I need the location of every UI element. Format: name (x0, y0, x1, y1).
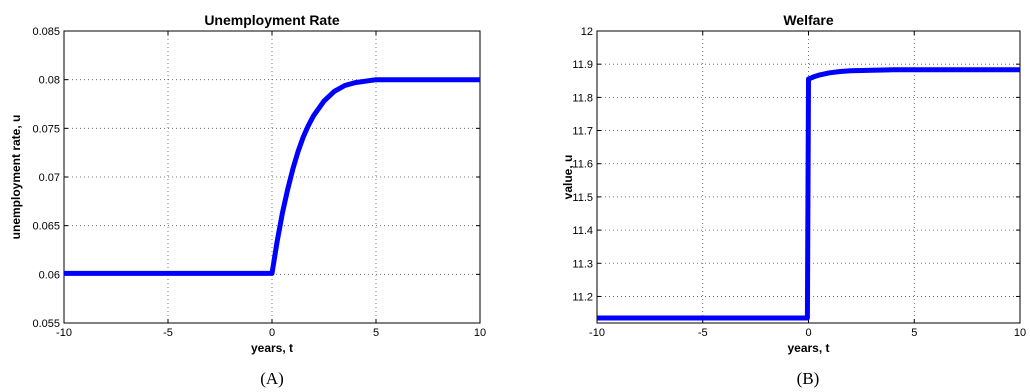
chart-title: Unemployment Rate (204, 12, 340, 28)
x-tick-label: 5 (373, 327, 379, 339)
y-tick-label: 11.5 (572, 192, 593, 204)
y-tick-label: 0.08 (39, 75, 60, 87)
panel-label: (B) (797, 369, 820, 388)
y-tick-label: 0.085 (32, 26, 60, 38)
y-tick-label: 11.3 (572, 258, 593, 270)
x-tick-label: -10 (589, 327, 605, 339)
y-tick-label: 11.2 (572, 291, 593, 303)
series-line (597, 67, 1020, 321)
x-tick-label: 0 (805, 327, 811, 339)
chart-unemployment-rate: -10 -5 0 5 10 0.055 0.06 0.065 0.07 0.075 0.08 0.08… (9, 12, 486, 388)
x-tick-label: -10 (56, 327, 72, 339)
chart-title: Welfare (783, 12, 834, 28)
y-tick-label: 11.4 (572, 225, 593, 237)
y-tick-label: 12 (581, 26, 593, 38)
y-tick-label: 0.055 (32, 318, 60, 330)
series-line (64, 77, 480, 276)
x-tick-label: 0 (269, 327, 275, 339)
y-tick-label: 0.06 (39, 269, 60, 281)
y-tick-label: 0.075 (32, 123, 60, 135)
x-tick-label: -5 (698, 327, 708, 339)
y-axis-label: unemployment rate, u (9, 115, 23, 240)
x-tick-label: 10 (474, 327, 486, 339)
y-tick-label: 11.8 (572, 92, 593, 104)
x-tick-label: -5 (163, 327, 173, 339)
chart-welfare: -10 -5 0 5 10 11.2 11.3 11.4 11.5 11.6 11.7 11.8 11.… (561, 12, 1026, 388)
y-axis-label: value, u (561, 155, 575, 200)
panel-label: (A) (260, 369, 284, 388)
x-axis-label: years, t (251, 341, 293, 355)
x-tick-label: 5 (911, 327, 917, 339)
y-tick-label: 0.07 (39, 172, 60, 184)
y-tick-label: 0.065 (32, 221, 60, 233)
x-tick-label: 10 (1014, 327, 1026, 339)
y-tick-label: 11.7 (572, 126, 593, 138)
y-tick-label: 11.6 (572, 159, 593, 171)
y-tick-label: 11.9 (572, 59, 593, 71)
x-axis-label: years, t (787, 341, 829, 355)
